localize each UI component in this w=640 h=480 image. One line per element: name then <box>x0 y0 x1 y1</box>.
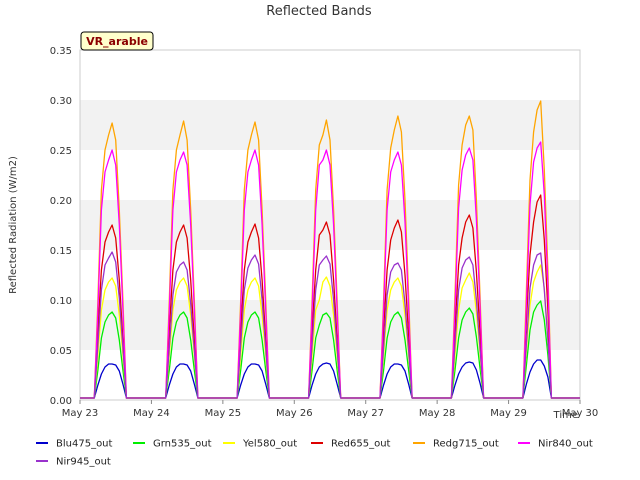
y-tick-label: 0.05 <box>50 346 72 357</box>
legend-label: Red655_out <box>331 439 391 450</box>
legend: Blu475_out Grn535_out Yel580_out Red655_out… <box>36 439 593 468</box>
chart-title: Reflected Bands <box>266 4 372 19</box>
grid-band <box>80 300 580 350</box>
station-badge-label: VR_arable <box>86 35 148 48</box>
grid-bands <box>80 50 580 400</box>
y-axis: 0.00 0.05 0.10 0.15 0.20 0.25 0.30 0.35 <box>50 46 72 407</box>
x-tick-label: May 26 <box>276 408 313 419</box>
x-tick-label: May 30 <box>562 408 599 419</box>
x-tick-label: May 23 <box>62 408 99 419</box>
y-axis-label: Reflected Radiation (W/m2) <box>8 156 19 294</box>
legend-label: Nir840_out <box>538 439 593 450</box>
x-tick-label: May 27 <box>347 408 384 419</box>
grid-band <box>80 350 580 400</box>
x-tick-label: May 24 <box>133 408 170 419</box>
legend-label: Yel580_out <box>242 439 297 450</box>
y-tick-label: 0.20 <box>50 196 72 207</box>
x-tick-label: May 25 <box>205 408 242 419</box>
station-badge: VR_arable <box>80 31 154 51</box>
x-tick-label: May 28 <box>419 408 456 419</box>
y-tick-label: 0.10 <box>50 296 72 307</box>
plot-area <box>79 49 581 401</box>
x-tick-label: May 29 <box>490 408 527 419</box>
y-tick-label: 0.35 <box>50 46 72 57</box>
legend-label: Nir945_out <box>56 457 111 468</box>
grid-band <box>80 250 580 300</box>
x-axis: May 23 May 24 May 25 May 26 May 27 May 28 May … <box>62 400 599 419</box>
legend-label: Blu475_out <box>56 439 113 450</box>
y-tick-label: 0.30 <box>50 96 72 107</box>
series-lines <box>80 100 580 399</box>
y-tick-label: 0.25 <box>50 146 72 157</box>
legend-label: Redg715_out <box>433 439 499 450</box>
y-tick-label: 0.00 <box>50 396 72 407</box>
grid-band <box>80 50 580 100</box>
y-tick-label: 0.15 <box>50 246 72 257</box>
legend-label: Grn535_out <box>153 439 212 450</box>
series-line-nir945-out <box>80 251 580 399</box>
x-axis-label: Time <box>553 410 578 421</box>
